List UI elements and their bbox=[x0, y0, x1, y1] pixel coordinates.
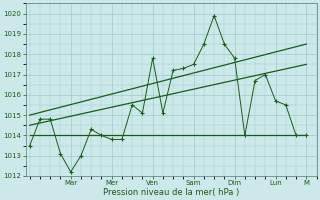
X-axis label: Pression niveau de la mer( hPa ): Pression niveau de la mer( hPa ) bbox=[103, 188, 239, 197]
